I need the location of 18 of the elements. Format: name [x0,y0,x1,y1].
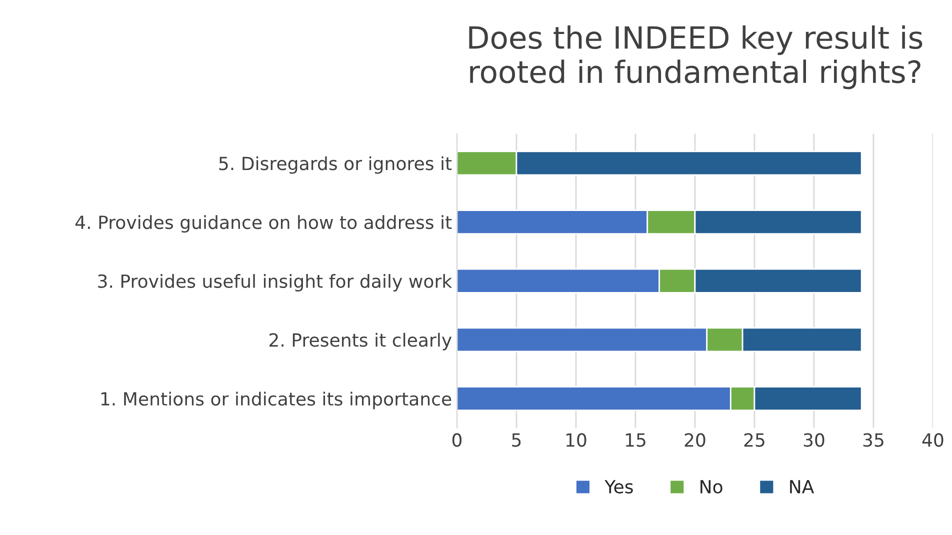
x-tick-label: 10 [566,433,586,447]
x-tick-label: 0 [452,433,462,447]
y-tick-label: 1. Mentions or indicates its importance [101,392,452,410]
x-tick-label: 30 [804,433,824,447]
x-tick-label: 20 [684,433,706,447]
y-tick-label: 3. Provides useful insight for daily work [98,274,452,292]
chart-title: Does the INDEED key result is rooted in fundamental rights? [469,25,922,90]
y-tick-label: 5. Disregards or ignores it [219,156,452,174]
x-tick-label: 25 [744,433,764,447]
x-tick-label: 35 [863,433,884,447]
x-tick-label: 40 [922,433,944,447]
x-tick-label: 5 [512,433,521,447]
legend-label: NA [790,480,814,494]
x-tick-label: 15 [626,433,646,447]
y-tick-label: 4. Provides guidance on how to address it [75,215,452,233]
legend-label: No [700,480,722,494]
legend-label: Yes [604,480,633,494]
y-tick-label: 2. Presents it clearly [270,332,452,350]
